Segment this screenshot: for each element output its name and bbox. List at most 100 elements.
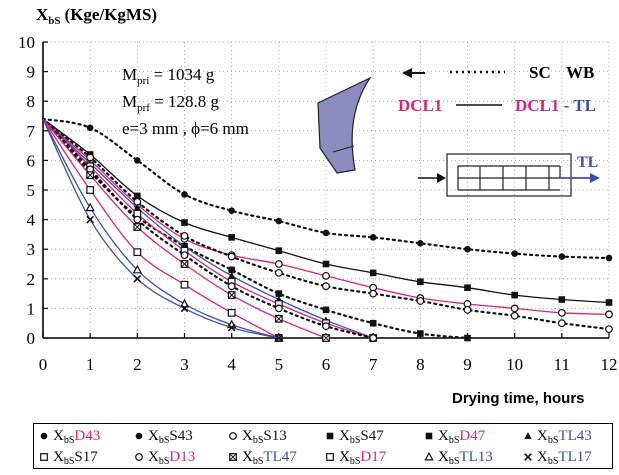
data-point: [133, 203, 142, 211]
data-point: [417, 278, 424, 286]
x-tick-label: 0: [39, 355, 48, 374]
y-tick-label: 9: [27, 63, 36, 82]
data-point: [464, 334, 471, 342]
data-point: [227, 252, 236, 261]
series-layer: [41, 117, 613, 342]
legend-item: XbSS43: [135, 428, 193, 446]
dcl1-label: DCL1: [398, 96, 442, 115]
legend-item: XbSD47: [425, 428, 486, 446]
x-tick-label: 2: [133, 355, 142, 374]
annotation-mpri: Mpri = 1034 g: [122, 65, 215, 87]
x-tick-label: 7: [369, 355, 378, 374]
data-point: [464, 284, 471, 291]
data-point: [180, 231, 189, 240]
data-point: [274, 334, 283, 342]
data-point: [463, 305, 472, 314]
data-point: [133, 248, 142, 257]
data-point: [179, 298, 190, 308]
legend-item: XbSD17: [326, 449, 387, 467]
x-axis-label: Drying time, hours: [452, 390, 585, 407]
data-point: [275, 217, 283, 225]
legend-marker: [524, 432, 532, 439]
y-tick-label: 2: [27, 270, 36, 289]
annotation-geometry: e=3 mm , ϕ=6 mm: [122, 119, 249, 138]
data-point: [369, 319, 377, 327]
data-point: [133, 274, 142, 283]
legend-marker: [229, 432, 237, 440]
data-point: [605, 325, 613, 334]
data-point: [464, 245, 471, 253]
wb-label: WB: [566, 63, 594, 82]
y-tick-label: 4: [27, 211, 36, 230]
data-point: [510, 311, 519, 320]
legend: XbSD43 XbSS43 XbSS13 XbSS47 XbSD47 XbSTL43 XbS…: [40, 428, 592, 467]
data-point: [85, 202, 95, 212]
data-point: [369, 234, 377, 241]
annotation-mprf: Mprf = 128.8 g: [122, 92, 220, 114]
data-point: [322, 271, 330, 280]
legend-box: XbSD43 XbSS43 XbSS13 XbSS47 XbSD47 XbSTL43 XbS…: [33, 423, 613, 469]
legend-label: XbSS47: [339, 428, 384, 446]
x-tick-label: 6: [322, 355, 331, 374]
legend-marker: [135, 432, 143, 440]
x-tick-label: 9: [463, 355, 472, 374]
x-tick-label: 8: [416, 355, 425, 374]
legend-marker: [425, 432, 433, 440]
x-tick-label: 4: [227, 355, 236, 374]
legend-marker: [326, 453, 334, 461]
data-point: [274, 268, 283, 277]
data-point: [322, 260, 330, 268]
legend-marker: [524, 453, 532, 461]
data-point: [227, 291, 236, 299]
data-point: [275, 290, 283, 297]
legend-label: XbSTL17: [537, 449, 592, 467]
legend-label: XbSD13: [148, 449, 195, 467]
legend-marker: [40, 453, 48, 461]
legend-marker: [135, 453, 143, 461]
series-line: [41, 117, 469, 340]
x-tick-label: 3: [180, 355, 189, 374]
data-point: [132, 264, 143, 274]
legend-label: XbSTL47: [242, 449, 297, 467]
legend-item: XbSS17: [40, 449, 98, 467]
legend-item: XbSS13: [229, 428, 287, 446]
tl-arrow-label: TL: [577, 154, 598, 171]
data-point: [511, 291, 518, 299]
data-point: [369, 334, 378, 342]
series-XbsD13: [41, 117, 378, 342]
data-point: [86, 124, 94, 132]
x-tick-label: 1: [86, 355, 95, 374]
data-point: [558, 296, 566, 303]
series-XbsTL47: [42, 118, 330, 342]
data-point: [605, 254, 613, 262]
x-tick-label: 11: [554, 355, 570, 374]
data-point: [227, 323, 236, 332]
legend-item: XbSD13: [135, 449, 195, 467]
legend-item: XbSTL47: [229, 449, 297, 467]
y-axis-label: XbS (Kge/KgMS): [36, 5, 157, 27]
data-point: [180, 260, 189, 268]
data-point: [181, 191, 188, 198]
data-point: [134, 157, 141, 164]
data-point: [86, 215, 95, 224]
data-point: [557, 319, 566, 328]
curved-dryer-shape-icon: [317, 76, 372, 174]
legend-label: XbSD43: [53, 428, 100, 446]
data-point: [180, 251, 189, 260]
arrow-left-icon: [402, 68, 425, 78]
x-tick-label: 10: [506, 355, 523, 374]
legend-label: XbSS17: [53, 449, 98, 467]
data-point: [228, 207, 235, 215]
legend-item: XbSD43: [40, 428, 100, 446]
y-tick-label: 6: [27, 151, 36, 170]
data-point: [275, 247, 283, 254]
tube-lattice-schematic-icon: [446, 153, 572, 197]
y-tick-label: 7: [27, 122, 36, 141]
data-point: [605, 299, 613, 306]
y-tick-label: 8: [27, 92, 36, 111]
legend-marker: [229, 453, 237, 461]
data-point: [557, 308, 566, 317]
data-point: [417, 239, 424, 247]
legend-item: XbSTL43: [524, 428, 592, 446]
